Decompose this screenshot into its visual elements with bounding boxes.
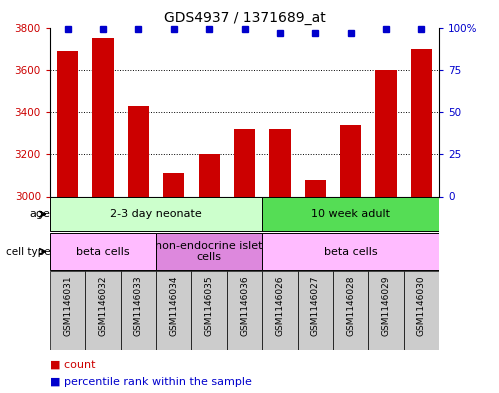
- Text: age: age: [30, 209, 50, 219]
- Text: GSM1146033: GSM1146033: [134, 275, 143, 336]
- Text: GSM1146028: GSM1146028: [346, 275, 355, 336]
- Title: GDS4937 / 1371689_at: GDS4937 / 1371689_at: [164, 11, 325, 25]
- Text: 2-3 day neonate: 2-3 day neonate: [110, 209, 202, 219]
- Text: GSM1146034: GSM1146034: [169, 275, 178, 336]
- Text: beta cells: beta cells: [76, 246, 130, 257]
- Bar: [262, 233, 439, 270]
- Text: GSM1146026: GSM1146026: [275, 275, 284, 336]
- Bar: [368, 271, 404, 350]
- Bar: [411, 49, 432, 196]
- Bar: [404, 271, 439, 350]
- Bar: [92, 38, 114, 197]
- Text: non-endocrine islet
cells: non-endocrine islet cells: [155, 241, 263, 262]
- Bar: [227, 271, 262, 350]
- Text: GSM1146032: GSM1146032: [98, 275, 107, 336]
- Bar: [128, 106, 149, 196]
- Bar: [234, 129, 255, 196]
- Bar: [192, 271, 227, 350]
- Text: cell type: cell type: [6, 246, 50, 257]
- Bar: [50, 233, 156, 270]
- Bar: [156, 271, 192, 350]
- Text: beta cells: beta cells: [324, 246, 377, 257]
- Bar: [297, 271, 333, 350]
- Bar: [305, 180, 326, 196]
- Bar: [340, 125, 361, 196]
- Bar: [269, 129, 290, 196]
- Bar: [333, 271, 368, 350]
- Bar: [50, 197, 262, 231]
- Text: 10 week adult: 10 week adult: [311, 209, 390, 219]
- Text: ■ count: ■ count: [50, 360, 95, 370]
- Bar: [121, 271, 156, 350]
- Bar: [199, 154, 220, 196]
- Text: GSM1146030: GSM1146030: [417, 275, 426, 336]
- Text: GSM1146029: GSM1146029: [382, 275, 391, 336]
- Bar: [262, 271, 297, 350]
- Bar: [262, 197, 439, 231]
- Bar: [85, 271, 121, 350]
- Bar: [163, 173, 184, 196]
- Bar: [50, 271, 85, 350]
- Text: GSM1146031: GSM1146031: [63, 275, 72, 336]
- Bar: [57, 51, 78, 196]
- Text: GSM1146027: GSM1146027: [311, 275, 320, 336]
- Bar: [156, 233, 262, 270]
- Bar: [375, 70, 397, 196]
- Text: GSM1146036: GSM1146036: [240, 275, 249, 336]
- Text: GSM1146035: GSM1146035: [205, 275, 214, 336]
- Text: ■ percentile rank within the sample: ■ percentile rank within the sample: [50, 377, 252, 387]
